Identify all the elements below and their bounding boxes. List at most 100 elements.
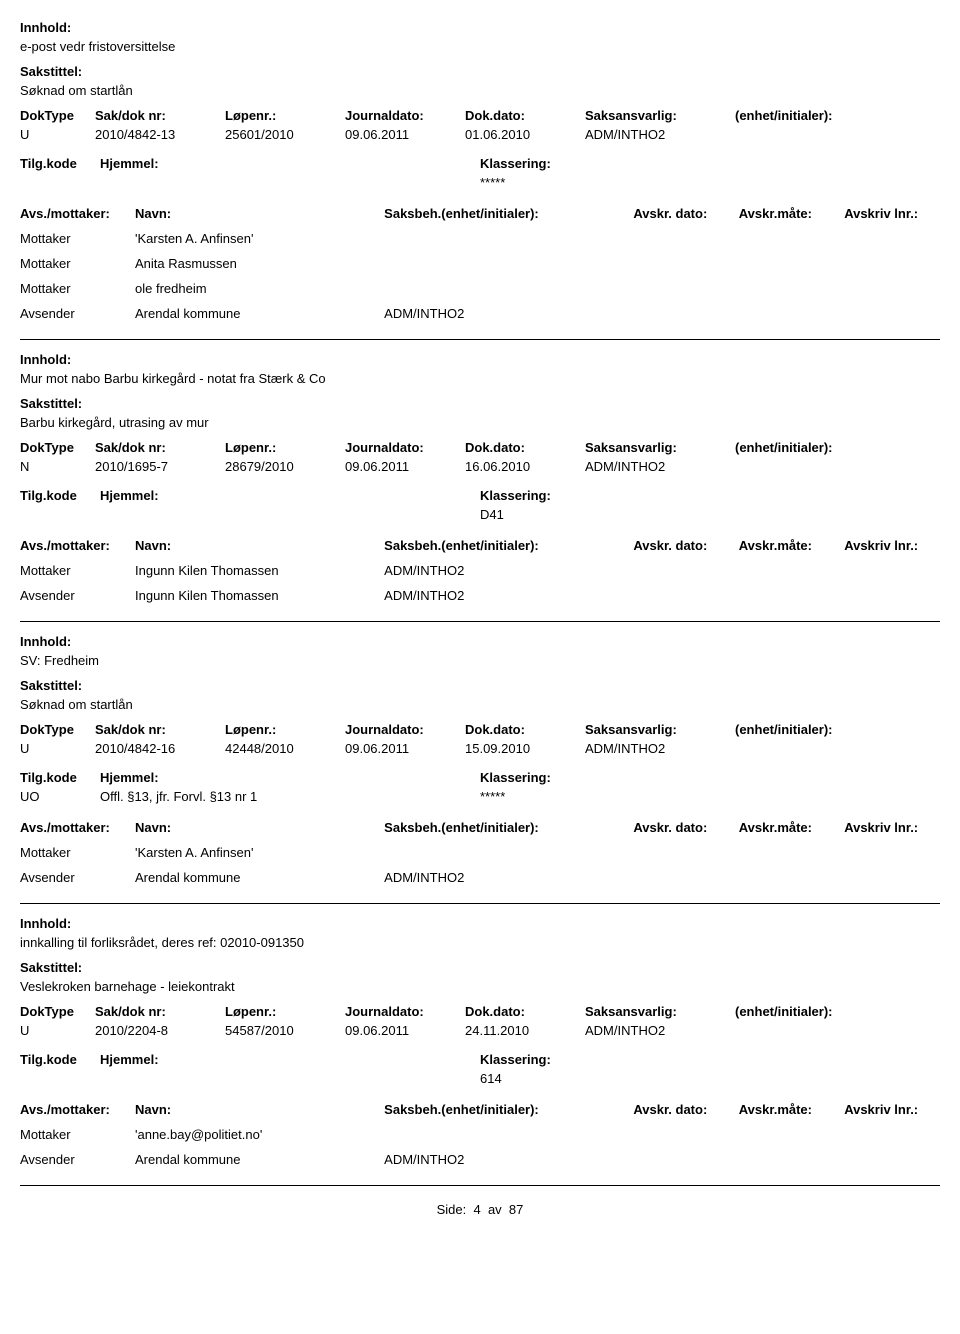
avs-mottaker-header: Avs./mottaker: xyxy=(20,206,135,221)
party-row: AvsenderArendal kommuneADM/INTHO2 xyxy=(20,1152,940,1167)
tilgkode-label: Tilg.kode xyxy=(20,1052,100,1067)
meta-header-row: DokTypeUSak/dok nr:2010/4842-13Løpenr.:2… xyxy=(20,108,940,142)
dokdato-value: 01.06.2010 xyxy=(465,127,585,142)
hjemmel-label: Hjemmel: xyxy=(100,156,159,171)
party-row: Mottaker'Karsten A. Anfinsen' xyxy=(20,845,940,860)
navn-header: Navn: xyxy=(135,1102,384,1117)
hjemmel-klassering-row: Tilg.kodeHjemmel:Klassering:***** xyxy=(20,156,940,190)
party-avskr-mate xyxy=(739,870,844,885)
party-row: Mottaker'Karsten A. Anfinsen' xyxy=(20,231,940,246)
avskr-dato-header: Avskr. dato: xyxy=(633,1102,738,1117)
party-row: Mottaker'anne.bay@politiet.no' xyxy=(20,1127,940,1142)
saksansvarlig-value: ADM/INTHO2 xyxy=(585,459,735,474)
sakdok-value: 2010/4842-16 xyxy=(95,741,225,756)
saksbeh-header: Saksbeh.(enhet/initialer): xyxy=(384,538,633,553)
party-role: Mottaker xyxy=(20,563,135,578)
party-header-row: Avs./mottaker:Navn:Saksbeh.(enhet/initia… xyxy=(20,820,940,835)
tilgkode-label: Tilg.kode xyxy=(20,770,100,785)
journaldato-value: 09.06.2011 xyxy=(345,1023,465,1038)
party-avskriv-lnr xyxy=(844,306,940,321)
party-header-row: Avs./mottaker:Navn:Saksbeh.(enhet/initia… xyxy=(20,538,940,553)
party-navn: Ingunn Kilen Thomassen xyxy=(135,563,384,578)
party-role: Mottaker xyxy=(20,231,135,246)
saksbeh-header: Saksbeh.(enhet/initialer): xyxy=(384,1102,633,1117)
avskr-dato-header: Avskr. dato: xyxy=(633,538,738,553)
saksansvarlig-header: Saksansvarlig: xyxy=(585,722,735,737)
party-row: Mottakerole fredheim xyxy=(20,281,940,296)
party-avskriv-lnr xyxy=(844,281,940,296)
journaldato-value: 09.06.2011 xyxy=(345,127,465,142)
party-header-row: Avs./mottaker:Navn:Saksbeh.(enhet/initia… xyxy=(20,206,940,221)
entries-container: Innhold:e-post vedr fristoversittelseSak… xyxy=(20,20,940,1186)
saksansvarlig-value: ADM/INTHO2 xyxy=(585,127,735,142)
party-navn: Arendal kommune xyxy=(135,1152,384,1167)
lopenr-header: Løpenr.: xyxy=(225,1004,345,1019)
party-role: Mottaker xyxy=(20,845,135,860)
meta-header-row: DokTypeUSak/dok nr:2010/4842-16Løpenr.:4… xyxy=(20,722,940,756)
lopenr-value: 54587/2010 xyxy=(225,1023,345,1038)
hjemmel-label: Hjemmel: xyxy=(100,488,159,503)
sakstittel-label: Sakstittel: xyxy=(20,960,940,975)
party-saksbeh xyxy=(384,1127,633,1142)
doktype-value: N xyxy=(20,459,95,474)
avskriv-lnr-header: Avskriv lnr.: xyxy=(844,538,940,553)
hjemmel-label: Hjemmel: xyxy=(100,770,257,785)
party-avskr-dato xyxy=(633,563,738,578)
avskriv-lnr-header: Avskriv lnr.: xyxy=(844,820,940,835)
party-role: Avsender xyxy=(20,588,135,603)
enhet-initialer-header: (enhet/initialer): xyxy=(735,722,905,737)
party-avskr-dato xyxy=(633,845,738,860)
navn-header: Navn: xyxy=(135,820,384,835)
enhet-initialer-header: (enhet/initialer): xyxy=(735,1004,905,1019)
enhet-initialer-header: (enhet/initialer): xyxy=(735,108,905,123)
party-avskriv-lnr xyxy=(844,845,940,860)
doktype-header: DokType xyxy=(20,1004,95,1019)
lopenr-value: 28679/2010 xyxy=(225,459,345,474)
tilgkode-label: Tilg.kode xyxy=(20,156,100,171)
journal-entry: Innhold:Mur mot nabo Barbu kirkegård - n… xyxy=(20,352,940,622)
avs-mottaker-header: Avs./mottaker: xyxy=(20,538,135,553)
party-navn: Anita Rasmussen xyxy=(135,256,384,271)
party-avskr-mate xyxy=(739,256,844,271)
sakdok-value: 2010/4842-13 xyxy=(95,127,225,142)
navn-header: Navn: xyxy=(135,538,384,553)
avskr-mate-header: Avskr.måte: xyxy=(739,538,844,553)
saksansvarlig-header: Saksansvarlig: xyxy=(585,1004,735,1019)
sakstittel-label: Sakstittel: xyxy=(20,64,940,79)
party-avskriv-lnr xyxy=(844,870,940,885)
innhold-text: SV: Fredheim xyxy=(20,653,940,668)
party-navn: ole fredheim xyxy=(135,281,384,296)
party-saksbeh: ADM/INTHO2 xyxy=(384,870,633,885)
klassering-value: D41 xyxy=(480,507,940,522)
avs-mottaker-header: Avs./mottaker: xyxy=(20,820,135,835)
party-saksbeh xyxy=(384,281,633,296)
party-avskr-dato xyxy=(633,306,738,321)
party-avskr-mate xyxy=(739,563,844,578)
footer-page: 4 xyxy=(473,1202,480,1217)
journaldato-value: 09.06.2011 xyxy=(345,459,465,474)
party-avskr-dato xyxy=(633,281,738,296)
journal-entry: Innhold:SV: FredheimSakstittel:Søknad om… xyxy=(20,634,940,904)
party-row: MottakerIngunn Kilen ThomassenADM/INTHO2 xyxy=(20,563,940,578)
hjemmel-value: Offl. §13, jfr. Forvl. §13 nr 1 xyxy=(100,789,257,804)
klassering-label: Klassering: xyxy=(480,488,940,503)
party-saksbeh: ADM/INTHO2 xyxy=(384,563,633,578)
meta-header-row: DokTypeUSak/dok nr:2010/2204-8Løpenr.:54… xyxy=(20,1004,940,1038)
doktype-header: DokType xyxy=(20,722,95,737)
party-role: Avsender xyxy=(20,870,135,885)
saksansvarlig-value: ADM/INTHO2 xyxy=(585,741,735,756)
innhold-label: Innhold: xyxy=(20,352,940,367)
enhet-initialer-header: (enhet/initialer): xyxy=(735,440,905,455)
party-avskriv-lnr xyxy=(844,1152,940,1167)
sakstittel-text: Søknad om startlån xyxy=(20,83,940,98)
saksansvarlig-header: Saksansvarlig: xyxy=(585,440,735,455)
hjemmel-klassering-row: Tilg.kodeUOHjemmel:Offl. §13, jfr. Forvl… xyxy=(20,770,940,804)
avskr-mate-header: Avskr.måte: xyxy=(739,1102,844,1117)
tilgkode-label: Tilg.kode xyxy=(20,488,100,503)
lopenr-header: Løpenr.: xyxy=(225,108,345,123)
party-avskr-mate xyxy=(739,231,844,246)
lopenr-value: 42448/2010 xyxy=(225,741,345,756)
party-avskr-dato xyxy=(633,870,738,885)
party-row: MottakerAnita Rasmussen xyxy=(20,256,940,271)
sakdok-header: Sak/dok nr: xyxy=(95,440,225,455)
